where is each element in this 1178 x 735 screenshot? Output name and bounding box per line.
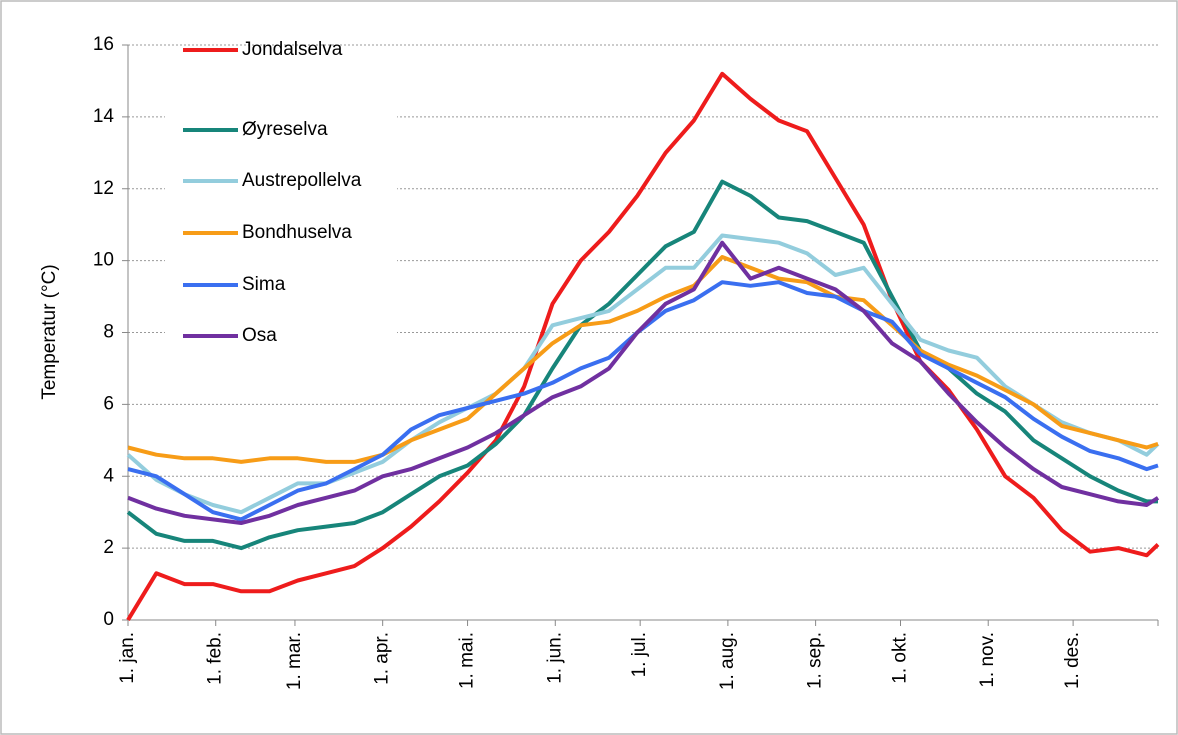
- x-tick-label: 1. apr.: [372, 632, 393, 685]
- x-tick-label: 1. des.: [1062, 632, 1083, 689]
- y-tick-label: 8: [103, 322, 114, 343]
- legend-label: Jondalselva: [242, 39, 343, 60]
- legend-label: Bondhuselva: [242, 222, 352, 243]
- x-tick-label: 1. jun.: [544, 632, 565, 684]
- y-tick-label: 0: [103, 609, 114, 630]
- x-tick-label: 1. sep.: [805, 632, 826, 689]
- legend-label: Austrepollelva: [242, 170, 362, 191]
- x-tick-label: 1. okt.: [890, 632, 911, 684]
- legend-label: Sima: [242, 274, 286, 295]
- x-tick-label: 1. feb.: [205, 632, 226, 685]
- x-tick-label: 1. mar.: [284, 632, 305, 690]
- legend-label: Osa: [242, 325, 277, 346]
- y-axis-label: Temperatur (°C): [39, 264, 60, 399]
- legend-box: [165, 47, 397, 352]
- y-tick-label: 2: [103, 537, 114, 558]
- legend-label: Øyreselva: [242, 119, 328, 140]
- x-tick-label: 1. jul.: [629, 632, 650, 677]
- x-tick-label: 1. nov.: [977, 632, 998, 688]
- y-tick-label: 6: [103, 393, 114, 414]
- y-tick-label: 12: [93, 178, 114, 199]
- series-line: [127, 255, 1159, 464]
- series-line: [126, 179, 1158, 551]
- series-line: [127, 240, 1160, 525]
- series-line: [127, 280, 1159, 522]
- series-line: [126, 71, 1160, 622]
- x-tick-label: 1. aug.: [717, 632, 738, 690]
- y-tick-label: 10: [93, 250, 114, 271]
- y-tick-label: 16: [93, 34, 114, 55]
- y-tick-label: 14: [93, 106, 115, 127]
- x-tick-label: 1. mai.: [457, 632, 478, 689]
- series-line: [126, 233, 1160, 515]
- y-tick-label: 4: [103, 465, 114, 486]
- x-tick-label: 1. jan.: [117, 632, 138, 684]
